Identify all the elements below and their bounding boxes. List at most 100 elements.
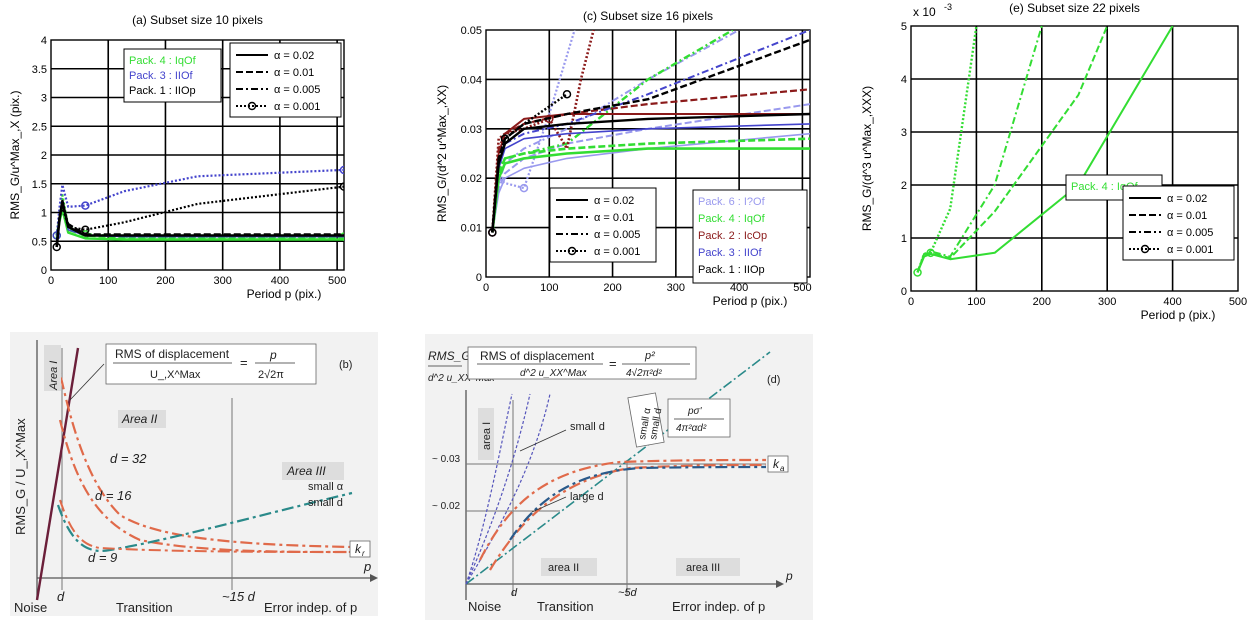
sketch-b-formula-text: RMS of displacement <box>115 347 230 361</box>
sketch-b: k r RMS of displacement U_,X^Max = p 2√2… <box>10 332 378 616</box>
plot-e-title: (e) Subset size 22 pixels <box>1009 1 1140 15</box>
plot-a-xlabel: Period p (pix.) <box>247 287 322 301</box>
plot-c-ytick-label: 0.05 <box>461 25 482 37</box>
plot-e-xtick-label: 0 <box>908 296 914 308</box>
sketch-b-small-d: small d <box>308 497 343 509</box>
plot-a-legend-alpha-label: α = 0.005 <box>274 84 320 96</box>
plot-e-xtick-label: 100 <box>967 296 985 308</box>
plot-c-series-line <box>491 113 810 233</box>
sketch-b-formula-rhs-den: 2√2π <box>258 369 284 381</box>
plot-c-xtick-label: 300 <box>667 282 685 294</box>
sketch-d-area3-tag <box>676 558 740 576</box>
plot-c-series-line <box>491 30 810 233</box>
sketch-b-p-axis: p <box>363 559 371 574</box>
plot-c-xtick-label: 400 <box>730 282 748 294</box>
plot-a-series-line <box>55 168 344 236</box>
plot-c-xtick-label: 100 <box>540 282 558 294</box>
plot-e-ytick-label: 5 <box>901 21 907 33</box>
plot-c-legend-package-label: Pack. 4 : IqOf <box>698 213 766 225</box>
sketch-d-formula2-box <box>667 398 731 438</box>
plot-a-series-marker <box>81 225 90 234</box>
plot-e-xtick-label: 200 <box>1033 296 1051 308</box>
sketch-d-teal-curve <box>509 465 767 541</box>
plot-a-series-group <box>52 165 344 252</box>
sketch-b-kr-box <box>349 540 371 558</box>
sketch-d: RMS_G d^2 u_XX^Max RMS of displacement d… <box>425 334 813 620</box>
plot-e-ytick-label: 3 <box>901 127 907 139</box>
plot-a-legend-alpha-label: α = 0.001 <box>274 101 320 113</box>
sketch-b-kr-sub: r <box>362 549 365 558</box>
plot-a-xtick-label: 500 <box>328 275 346 287</box>
sketch-b-area1: Area I <box>48 361 60 391</box>
plot-e-xlabel: Period p (pix.) <box>1141 308 1216 322</box>
sketch-d-x-5d: ~5d <box>618 587 638 599</box>
plot-c-xtick-label: 500 <box>793 282 811 294</box>
sketch-d-area1-tag <box>478 408 494 460</box>
plot-a-legend-package-label: Pack. 4 : IqOf <box>129 55 197 67</box>
plot-a-ytick-label: 3 <box>41 93 47 105</box>
plot-a-legend-alpha-marker <box>247 101 257 111</box>
sketch-d-p-axis: p <box>785 569 793 583</box>
sketch-d-box-formula-num: pσ' <box>687 406 703 417</box>
sketch-b-x-arrow-icon <box>370 574 378 582</box>
plot-a-title: (a) Subset size 10 pixels <box>132 13 263 27</box>
sketch-d-x-d: d <box>511 587 518 599</box>
plot-a-series-marker <box>339 182 344 191</box>
sketch-b-curve-d32 <box>54 354 353 549</box>
plot-c-xlabel: Period p (pix.) <box>713 294 788 308</box>
sketch-d-small-d-curve-2 <box>465 393 531 585</box>
plot-a-ytick-label: 1.5 <box>32 179 47 191</box>
plot-c-legend-alpha-label: α = 0.02 <box>594 195 634 207</box>
plot-e-series-line <box>916 26 978 273</box>
sketch-d-formula-den: d^2 u_XX^Max <box>520 368 588 379</box>
sketch-d-large-d-label: large d <box>570 491 604 503</box>
sketch-d-area2-tag <box>541 558 597 576</box>
sketch-b-curve-d9 <box>59 499 353 553</box>
plot-c-ytick-label: 0 <box>476 272 482 284</box>
plot-c-series-marker <box>562 89 572 99</box>
sketch-d-x-arrow-icon <box>776 580 784 588</box>
sketch-d-area2: area II <box>548 562 579 574</box>
plot-c-ytick-label: 0.02 <box>461 173 482 185</box>
plot-e-legend-alpha-label: α = 0.001 <box>1167 244 1213 256</box>
plot-c-legend-package-label: Pack. 3 : IIOf <box>698 247 763 259</box>
plot-e-xtick-label: 300 <box>1098 296 1116 308</box>
plot-e-series-line <box>916 26 1109 273</box>
plot-e-legend-alpha-marker <box>1140 244 1150 254</box>
plot-a-xtick-label: 400 <box>271 275 289 287</box>
plot-c-legend-alpha-label: α = 0.005 <box>594 229 640 241</box>
plot-c-legend-package-label: Pack. 1 : IIOp <box>698 264 765 276</box>
sketch-d-x-transition: Transition <box>537 599 594 614</box>
plot-a-ytick-label: 4 <box>41 35 47 47</box>
plot-e-exponent-power: -3 <box>944 2 952 12</box>
sketch-b-d32: d = 32 <box>110 451 147 466</box>
sketch-d-formula-box <box>467 346 697 380</box>
sketch-d-x-indep: Error indep. of p <box>672 599 765 614</box>
sketch-d-small-box <box>627 392 665 448</box>
plot-a-ytick-label: 3.5 <box>32 64 47 76</box>
plot-e-legend-alpha-label: α = 0.02 <box>1167 193 1207 205</box>
sketch-b-d9: d = 9 <box>88 550 117 565</box>
sketch-d-formula-rhs-num: p² <box>644 350 655 362</box>
plot-e-xtick-label: 400 <box>1163 296 1181 308</box>
plot-e-exponent: x 10 <box>913 5 936 19</box>
plot-e-ylabel: RMS_G/(d^3 u^Max_,XXX) <box>860 86 874 231</box>
plot-c-series-group <box>488 30 810 237</box>
plot-a-ytick-label: 1 <box>41 208 47 220</box>
sketch-b-formula-rhs-num: p <box>269 348 277 362</box>
sketch-b-area1-line <box>35 347 80 601</box>
plot-c-ytick-label: 0.04 <box>461 74 482 86</box>
plot-c-ytick-label: 0.01 <box>461 223 482 235</box>
plot-a-legend-package-label: Pack. 3 : IIOf <box>129 70 194 82</box>
plot-a-xtick-label: 0 <box>48 275 54 287</box>
plot-e-xtick-label: 500 <box>1229 296 1247 308</box>
sketch-d-ylabel-top: RMS_G <box>428 349 471 363</box>
plot-c-legend-alpha-label: α = 0.01 <box>594 212 634 224</box>
plot-a-ytick-label: 2 <box>41 150 47 162</box>
plot-c-legend-alpha-marker <box>567 246 577 256</box>
plot-c-xtick-label: 200 <box>603 282 621 294</box>
plot-a-ytick-label: 2.5 <box>32 121 47 133</box>
sketch-b-formula-den: U_,X^Max <box>150 369 201 381</box>
plot-a-legend-packages <box>123 48 222 103</box>
